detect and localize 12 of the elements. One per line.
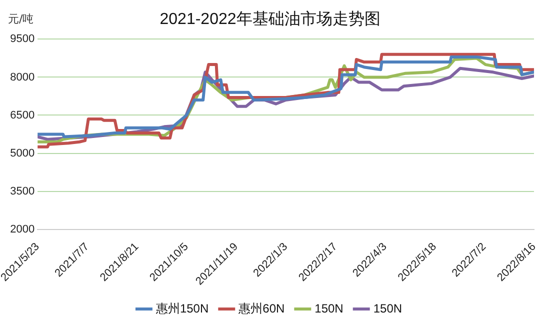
legend-label: 150N xyxy=(373,301,402,316)
legend-label: 惠州60N xyxy=(238,301,285,316)
y-axis-title: 元/吨 xyxy=(8,12,34,26)
legend-label: 惠州150N xyxy=(154,301,209,316)
chart-title: 2021-2022年基础油市场走势图 xyxy=(160,10,380,28)
y-tick-label: 5000 xyxy=(10,147,35,160)
legend-label: 150N xyxy=(314,301,344,316)
y-tick-label: 2000 xyxy=(10,223,35,236)
y-tick-label: 9500 xyxy=(10,33,35,46)
y-tick-label: 6500 xyxy=(10,109,35,122)
y-tick-label: 3500 xyxy=(10,185,35,198)
y-tick-label: 8000 xyxy=(10,71,35,84)
